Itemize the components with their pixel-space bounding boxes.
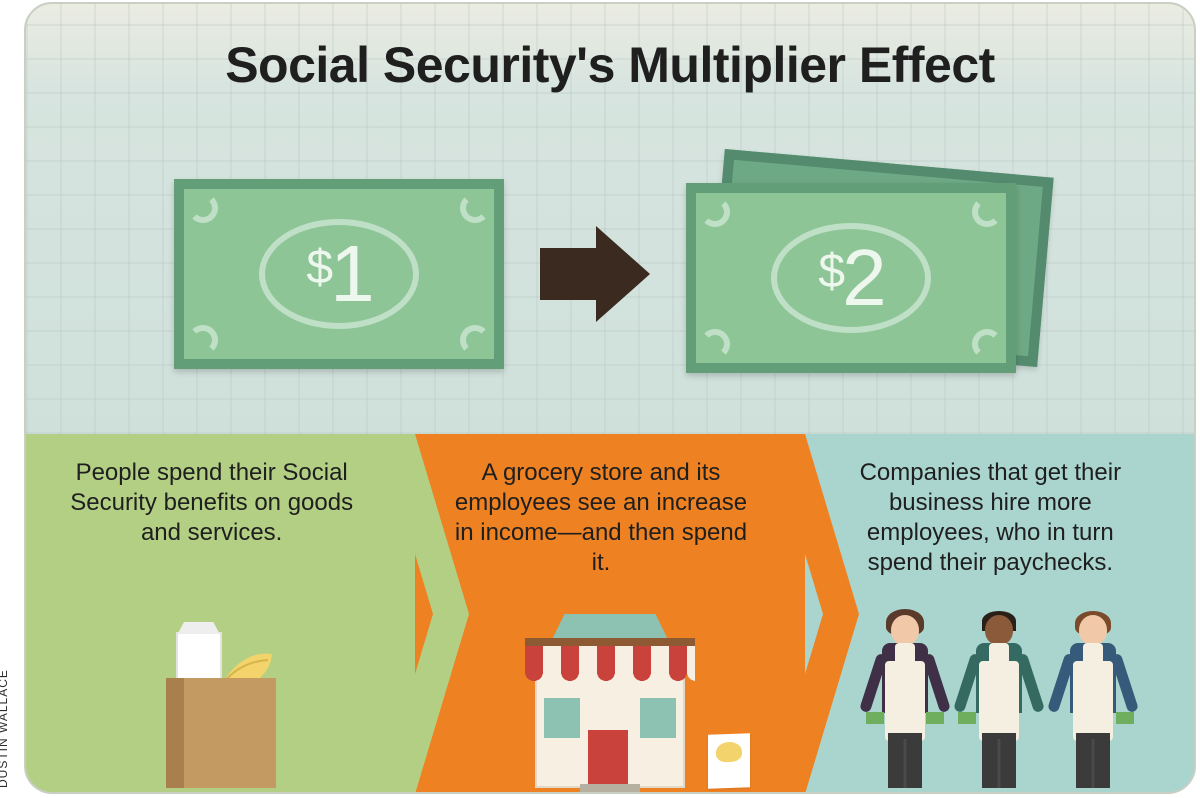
infographic-title: Social Security's Multiplier Effect — [26, 4, 1194, 94]
panel-grocery-store: A grocery store and its employees see an… — [415, 434, 804, 794]
panel-employees: Companies that get their business hire m… — [805, 434, 1194, 794]
bills-row: $1 $2 — [26, 144, 1194, 404]
infographic-frame: Social Security's Multiplier Effect $1 — [24, 2, 1196, 794]
person-icon — [864, 613, 946, 788]
upper-section: Social Security's Multiplier Effect $1 — [26, 4, 1194, 434]
employees-icon — [805, 618, 1194, 788]
panel-goods-services: People spend their Social Security benef… — [26, 434, 415, 794]
person-icon — [958, 613, 1040, 788]
panel3-text: Companies that get their business hire m… — [835, 458, 1146, 578]
store-sign-icon — [708, 733, 750, 788]
chevron-icon — [379, 434, 469, 794]
credit-text: DUSTIN WALLACE — [0, 669, 10, 788]
person-icon — [1052, 613, 1134, 788]
dollar-bill-two: $2 — [686, 183, 1016, 373]
bill-value-left: $1 — [306, 228, 371, 320]
panel2-text: A grocery store and its employees see an… — [445, 458, 756, 578]
arrow-icon — [540, 224, 650, 324]
dollar-bill-one: $1 — [174, 179, 504, 369]
bill-value-right: $2 — [818, 232, 883, 324]
chevron-icon — [769, 434, 859, 794]
lower-section: People spend their Social Security benef… — [26, 434, 1194, 794]
storefront-icon — [415, 618, 804, 788]
dollar-bill-two-stack: $2 — [686, 169, 1046, 379]
grocery-bag-icon: MILK — [26, 618, 415, 788]
panel1-text: People spend their Social Security benef… — [56, 458, 367, 548]
